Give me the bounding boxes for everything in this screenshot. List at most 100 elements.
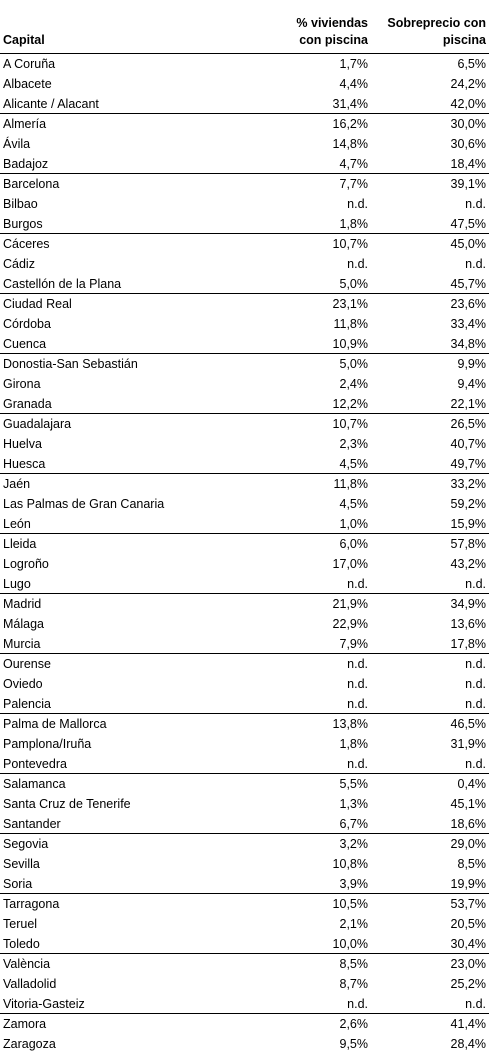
cell-capital: Teruel: [3, 917, 38, 931]
cell-sobreprecio-piscina: 34,8%: [450, 337, 486, 351]
cell-sobreprecio-piscina: 45,7%: [450, 277, 486, 291]
cell-sobreprecio-piscina: n.d.: [465, 997, 486, 1011]
cell-capital: Palencia: [3, 697, 51, 711]
cell-pct-viviendas-piscina: 1,8%: [339, 217, 369, 231]
table-row: Santander 6,7% 18,6%: [0, 814, 489, 834]
cell-sobreprecio-piscina: 15,9%: [450, 517, 486, 531]
table-row: Girona 2,4% 9,4%: [0, 374, 489, 394]
cell-pct-viviendas-piscina: 3,2%: [339, 837, 369, 851]
cell-capital: Santa Cruz de Tenerife: [3, 797, 131, 811]
table-row: Cádiz n.d. n.d.: [0, 254, 489, 274]
cell-sobreprecio-piscina: 33,4%: [450, 317, 486, 331]
cell-sobreprecio-piscina: 17,8%: [450, 637, 486, 651]
table-row: Alicante / Alacant 31,4% 42,0%: [0, 94, 489, 114]
cell-pct-viviendas-piscina: 2,4%: [339, 377, 369, 391]
cell-capital: Madrid: [3, 597, 42, 611]
cell-capital: Granada: [3, 397, 52, 411]
cell-sobreprecio-piscina: 41,4%: [450, 1017, 486, 1031]
cell-pct-viviendas-piscina: n.d.: [347, 197, 368, 211]
table-row: Ávila 14,8% 30,6%: [0, 134, 489, 154]
cell-sobreprecio-piscina: 43,2%: [450, 557, 486, 571]
cell-pct-viviendas-piscina: 13,8%: [332, 717, 368, 731]
cell-pct-viviendas-piscina: 5,5%: [339, 777, 369, 791]
table-row: Lleida 6,0% 57,8%: [0, 534, 489, 554]
cell-sobreprecio-piscina: 30,6%: [450, 137, 486, 151]
table-row: Jaén 11,8% 33,2%: [0, 474, 489, 494]
cell-capital: Murcia: [3, 637, 41, 651]
cell-pct-viviendas-piscina: 14,8%: [332, 137, 368, 151]
cell-pct-viviendas-piscina: 10,5%: [332, 897, 368, 911]
table-row: Palma de Mallorca 13,8% 46,5%: [0, 714, 489, 734]
cell-pct-viviendas-piscina: n.d.: [347, 677, 368, 691]
table-row: Valladolid 8,7% 25,2%: [0, 974, 489, 994]
table-row: Huelva 2,3% 40,7%: [0, 434, 489, 454]
cell-sobreprecio-piscina: 29,0%: [450, 837, 486, 851]
cell-sobreprecio-piscina: 31,9%: [450, 737, 486, 751]
table-row: Sevilla 10,8% 8,5%: [0, 854, 489, 874]
table-row: Pontevedra n.d. n.d.: [0, 754, 489, 774]
cell-pct-viviendas-piscina: 11,8%: [333, 477, 368, 491]
cell-capital: Badajoz: [3, 157, 49, 171]
table-row: Albacete 4,4% 24,2%: [0, 74, 489, 94]
cell-capital: Oviedo: [3, 677, 43, 691]
cell-capital: Burgos: [3, 217, 43, 231]
table-row: A Coruña 1,7% 6,5%: [0, 54, 489, 74]
cell-pct-viviendas-piscina: 23,1%: [332, 297, 368, 311]
cell-capital: Soria: [3, 877, 33, 891]
cell-capital: Donostia-San Sebastián: [3, 357, 138, 371]
cell-sobreprecio-piscina: 33,2%: [450, 477, 486, 491]
cell-pct-viviendas-piscina: 8,5%: [339, 957, 369, 971]
cell-capital: Cáceres: [3, 237, 50, 251]
table-row: Tarragona 10,5% 53,7%: [0, 894, 489, 914]
cell-capital: Zamora: [3, 1017, 47, 1031]
cell-sobreprecio-piscina: n.d.: [465, 697, 486, 711]
cell-capital: Cuenca: [3, 337, 47, 351]
cell-capital: León: [3, 517, 31, 531]
table-row: Guadalajara 10,7% 26,5%: [0, 414, 489, 434]
table-row: Salamanca 5,5% 0,4%: [0, 774, 489, 794]
table-row: Granada 12,2% 22,1%: [0, 394, 489, 414]
table-row: Logroño 17,0% 43,2%: [0, 554, 489, 574]
cell-capital: Logroño: [3, 557, 49, 571]
cell-sobreprecio-piscina: n.d.: [465, 657, 486, 671]
cell-sobreprecio-piscina: 39,1%: [450, 177, 486, 191]
cell-pct-viviendas-piscina: 6,7%: [339, 817, 369, 831]
cell-sobreprecio-piscina: 28,4%: [450, 1037, 486, 1051]
cell-capital: Las Palmas de Gran Canaria: [3, 497, 165, 511]
table-row: Cáceres 10,7% 45,0%: [0, 234, 489, 254]
cell-pct-viviendas-piscina: 4,5%: [339, 497, 369, 511]
cell-pct-viviendas-piscina: 10,7%: [332, 237, 368, 251]
cell-capital: A Coruña: [3, 57, 56, 71]
header-pct-viviendas-piscina: % viviendas con piscina: [296, 16, 368, 47]
cell-pct-viviendas-piscina: 11,8%: [333, 317, 368, 331]
cell-sobreprecio-piscina: 47,5%: [450, 217, 486, 231]
cell-capital: Córdoba: [3, 317, 51, 331]
cell-capital: Barcelona: [3, 177, 60, 191]
cell-pct-viviendas-piscina: 10,8%: [332, 857, 368, 871]
cell-sobreprecio-piscina: n.d.: [465, 577, 486, 591]
cell-sobreprecio-piscina: 46,5%: [450, 717, 486, 731]
table-row: Santa Cruz de Tenerife 1,3% 45,1%: [0, 794, 489, 814]
cell-capital: Alicante / Alacant: [3, 97, 99, 111]
cell-capital: Bilbao: [3, 197, 38, 211]
cell-capital: Lugo: [3, 577, 31, 591]
cell-sobreprecio-piscina: 59,2%: [450, 497, 486, 511]
cell-sobreprecio-piscina: 34,9%: [450, 597, 486, 611]
table-row: Cuenca 10,9% 34,8%: [0, 334, 489, 354]
table-row: Las Palmas de Gran Canaria 4,5% 59,2%: [0, 494, 489, 514]
cell-sobreprecio-piscina: 30,4%: [450, 937, 486, 951]
cell-sobreprecio-piscina: 18,4%: [450, 157, 486, 171]
cell-capital: Castellón de la Plana: [3, 277, 122, 291]
table-row: Zaragoza 9,5% 28,4%: [0, 1034, 489, 1054]
cell-capital: Albacete: [3, 77, 52, 91]
cell-sobreprecio-piscina: 6,5%: [457, 57, 487, 71]
cell-capital: Salamanca: [3, 777, 66, 791]
table-row: València 8,5% 23,0%: [0, 954, 489, 974]
cell-pct-viviendas-piscina: 1,0%: [339, 517, 369, 531]
cell-sobreprecio-piscina: 9,9%: [457, 357, 487, 371]
cell-capital: Ciudad Real: [3, 297, 72, 311]
cell-pct-viviendas-piscina: 5,0%: [339, 357, 369, 371]
cell-pct-viviendas-piscina: 22,9%: [332, 617, 368, 631]
cell-pct-viviendas-piscina: 2,3%: [339, 437, 369, 451]
table-row: Ourense n.d. n.d.: [0, 654, 489, 674]
